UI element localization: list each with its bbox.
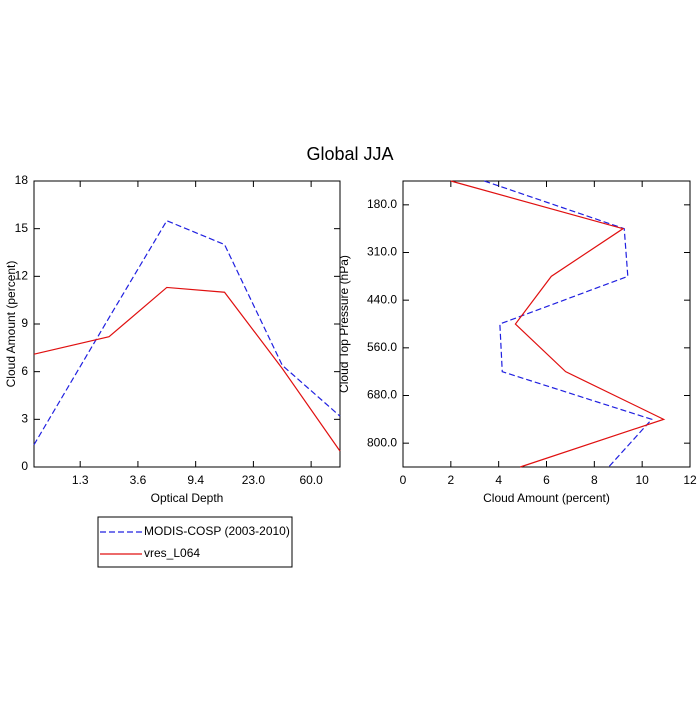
x-tick-label: 1.3 [72, 473, 89, 487]
legend-label: vres_L064 [144, 546, 200, 560]
series-line [33, 286, 341, 452]
x-tick-label: 0 [400, 473, 407, 487]
legend-box [97, 516, 293, 568]
x-tick-label: 6 [543, 473, 550, 487]
series-line [450, 180, 666, 468]
y-tick-label: 6 [21, 364, 28, 378]
x-tick-label: 2 [447, 473, 454, 487]
series-line [33, 219, 341, 446]
x-tick-label: 3.6 [130, 473, 147, 487]
y-tick-label: 440.0 [367, 292, 397, 306]
y-axis-title: Cloud Top Pressure (hPa) [337, 255, 351, 393]
y-axis-title: Cloud Amount (percent) [4, 261, 18, 388]
y-tick-label: 180.0 [367, 197, 397, 211]
y-tick-label: 310.0 [367, 245, 397, 259]
y-tick-label: 9 [21, 316, 28, 330]
y-tick-label: 680.0 [367, 388, 397, 402]
y-tick-label: 0 [21, 459, 28, 473]
y-tick-label: 18 [15, 173, 29, 187]
y-tick-label: 800.0 [367, 435, 397, 449]
y-tick-label: 15 [15, 221, 29, 235]
y-tick-label: 560.0 [367, 340, 397, 354]
x-tick-label: 8 [591, 473, 598, 487]
x-tick-label: 10 [635, 473, 649, 487]
x-tick-label: 9.4 [187, 473, 204, 487]
series-line [484, 180, 653, 468]
x-axis-title: Cloud Amount (percent) [483, 491, 610, 505]
x-tick-label: 4 [495, 473, 502, 487]
x-tick-label: 23.0 [242, 473, 266, 487]
x-axis-title: Optical Depth [151, 491, 224, 505]
legend-label: MODIS-COSP (2003-2010) [144, 524, 290, 538]
y-tick-label: 3 [21, 412, 28, 426]
x-tick-label: 60.0 [299, 473, 323, 487]
y-tick-label: 12 [15, 269, 29, 283]
x-tick-label: 12 [683, 473, 697, 487]
figure-title: Global JJA [306, 144, 393, 164]
plot-frame [33, 180, 341, 468]
